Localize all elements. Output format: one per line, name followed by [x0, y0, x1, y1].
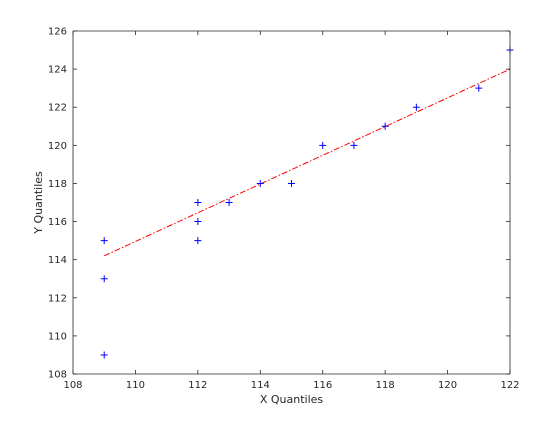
data-point [100, 351, 108, 359]
y-tick-label: 126 [48, 27, 67, 38]
y-tick-label: 110 [48, 331, 67, 342]
x-axis-title: X Quantiles [260, 393, 324, 406]
x-tick-label: 110 [126, 380, 145, 391]
data-point [288, 179, 295, 187]
x-tick-label: 122 [500, 380, 519, 391]
y-tick-label: 124 [48, 65, 67, 76]
y-tick-label: 116 [48, 217, 67, 228]
data-point [194, 199, 202, 206]
data-point [194, 237, 202, 245]
reference-line [104, 68, 511, 257]
y-tick-label: 112 [48, 293, 67, 304]
axes-layer: 108 110 112 114 116 118 120 122 108 110 112 114 116 1… [48, 27, 520, 392]
data-point [319, 141, 327, 149]
data-point [412, 103, 420, 111]
data-point [381, 122, 389, 130]
y-tick-label: 120 [48, 141, 67, 152]
x-tick-label: 120 [438, 380, 457, 391]
data-point [350, 141, 358, 149]
data-point [100, 275, 108, 283]
data-point [256, 179, 264, 187]
data-point [475, 84, 483, 92]
plot-area [73, 31, 510, 374]
data-point [100, 237, 108, 245]
points-layer [100, 46, 514, 359]
x-tick-label: 118 [376, 380, 395, 391]
x-tick-label: 108 [63, 380, 82, 391]
y-tick-label: 118 [48, 179, 67, 190]
y-tick-label: 122 [48, 103, 67, 114]
y-axis-title: Y Quantiles [32, 171, 45, 235]
reference-line-layer [104, 68, 511, 257]
y-tick-label: 108 [48, 370, 67, 381]
y-tick-label: 114 [48, 255, 67, 266]
data-point [225, 199, 233, 206]
data-point [194, 218, 202, 226]
x-tick-label: 114 [251, 380, 270, 391]
x-tick-label: 112 [188, 380, 207, 391]
x-tick-label: 116 [313, 380, 332, 391]
